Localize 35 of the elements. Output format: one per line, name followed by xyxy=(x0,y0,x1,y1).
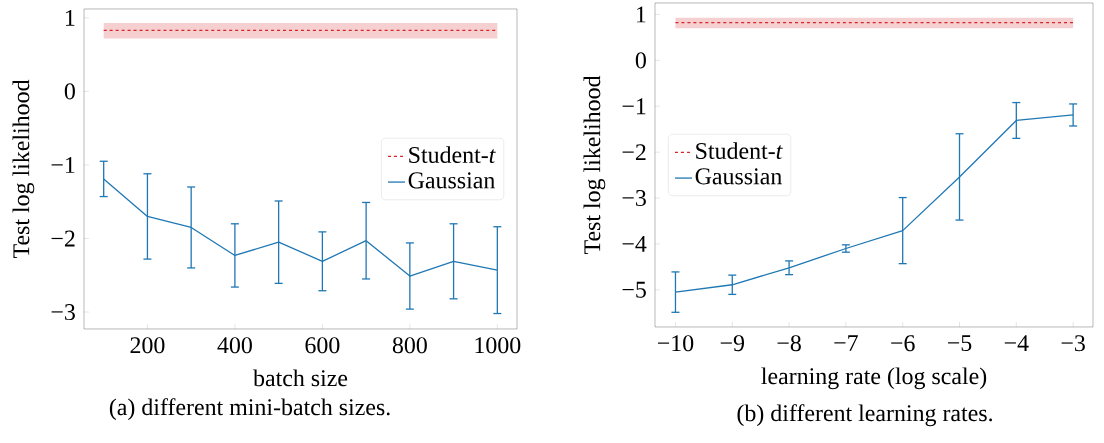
legend-label: Gaussian xyxy=(408,172,495,189)
text: (a) different mini-batch sizes. xyxy=(109,398,390,421)
legend-label: Student-t xyxy=(696,142,783,160)
y-tick-label: 0 xyxy=(64,83,75,100)
x-tick-label: −8 xyxy=(777,335,801,352)
y-tick-label: −2 xyxy=(622,144,646,161)
x-tick-label: −10 xyxy=(657,335,694,352)
x-tick-label: −7 xyxy=(834,335,858,351)
legend-label: Student-t xyxy=(409,146,496,164)
y-axis-title: Test log likelihood xyxy=(12,79,35,259)
x-tick-label: 600 xyxy=(305,337,340,354)
y-tick-label: 1 xyxy=(636,6,646,23)
y-tick-label: 0 xyxy=(635,52,646,69)
x-tick-label: 400 xyxy=(217,337,252,354)
x-tick-label: −4 xyxy=(1004,335,1029,351)
y-tick-label: −4 xyxy=(622,236,647,252)
y-tick-label: −1 xyxy=(51,157,75,173)
y-tick-label: −3 xyxy=(51,304,75,321)
y-tick-label: −2 xyxy=(51,230,75,247)
x-tick-label: 1000 xyxy=(475,337,521,354)
y-axis-title: Test log likelihood xyxy=(583,75,606,255)
x-tick-label: −5 xyxy=(947,335,972,352)
x-axis-title: batch size xyxy=(253,369,348,387)
x-tick-label: −9 xyxy=(720,335,745,352)
text: (b) different learning rates. xyxy=(737,404,993,427)
x-axis-title: learning rate (log scale) xyxy=(761,367,987,390)
x-tick-label: −3 xyxy=(1061,335,1085,352)
x-tick-label: 200 xyxy=(130,337,165,354)
y-tick-label: 1 xyxy=(65,9,75,26)
y-tick-label: −3 xyxy=(622,190,646,207)
legend-label: Gaussian xyxy=(695,168,782,185)
y-tick-label: −5 xyxy=(622,281,646,298)
y-tick-label: −1 xyxy=(622,98,646,115)
x-tick-label: 800 xyxy=(392,337,427,354)
x-tick-label: −6 xyxy=(891,335,915,352)
